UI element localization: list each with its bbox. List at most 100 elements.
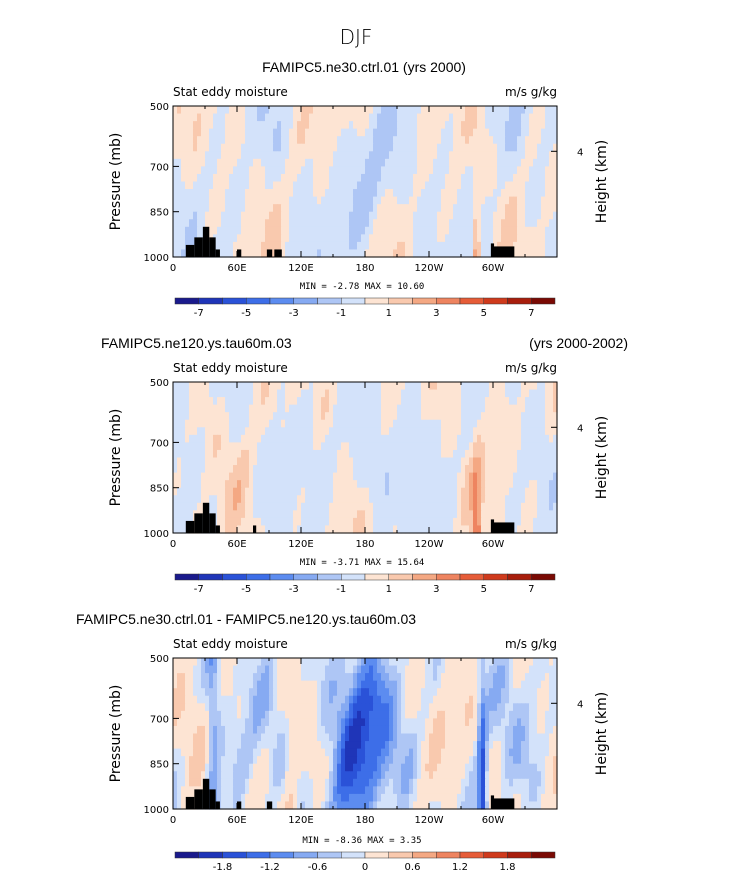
heatmap-cell — [549, 703, 554, 712]
heatmap-cell — [477, 457, 482, 466]
heatmap-cell — [465, 382, 470, 391]
heatmap-cell — [445, 457, 450, 466]
heatmap-cell — [477, 525, 482, 534]
heatmap-cell — [277, 128, 282, 137]
heatmap-cell — [429, 517, 434, 527]
heatmap-cell — [441, 389, 446, 398]
heatmap-cell — [325, 166, 330, 175]
heatmap-cell — [485, 389, 490, 398]
heatmap-cell — [241, 382, 246, 391]
heatmap-cell — [425, 166, 430, 175]
heatmap-cell — [485, 404, 490, 413]
heatmap-cell — [465, 404, 470, 413]
heatmap-cell — [445, 151, 450, 160]
heatmap-cell — [189, 449, 194, 459]
heatmap-cell — [453, 234, 458, 243]
heatmap-cell — [405, 442, 410, 451]
heatmap-cell — [237, 718, 242, 727]
heatmap-cell — [481, 382, 486, 391]
heatmap-cell — [513, 234, 518, 243]
heatmap-cell — [213, 113, 218, 122]
heatmap-cell — [485, 106, 490, 115]
heatmap-cell — [345, 658, 350, 667]
heatmap-cell — [309, 495, 314, 504]
heatmap-cell — [457, 249, 462, 258]
heatmap-cell — [389, 106, 394, 115]
heatmap-cell — [489, 196, 494, 205]
heatmap-cell — [381, 128, 386, 137]
heatmap-cell — [293, 525, 298, 534]
heatmap-cell — [317, 688, 322, 697]
heatmap-cell — [253, 465, 258, 474]
heatmap-cell — [385, 226, 390, 235]
heatmap-cell — [489, 673, 494, 682]
y-tick-label: 1000 — [144, 253, 169, 264]
heatmap-cell — [373, 434, 378, 443]
heatmap-cell — [357, 703, 362, 712]
heatmap-cell — [433, 487, 438, 496]
heatmap-cell — [437, 517, 442, 527]
heatmap-cell — [505, 204, 510, 213]
heatmap-cell — [253, 158, 258, 167]
heatmap-cell — [317, 517, 322, 527]
heatmap-cell — [429, 658, 434, 667]
heatmap-cell — [461, 419, 466, 428]
heatmap-cell — [397, 136, 402, 145]
heatmap-cell — [485, 151, 490, 160]
heatmap-cell — [345, 382, 350, 391]
heatmap-cell — [293, 106, 298, 115]
heatmap-cell — [529, 665, 534, 674]
heatmap-cell — [229, 158, 234, 167]
heatmap-cell — [237, 113, 242, 122]
heatmap-cell — [305, 487, 310, 496]
heatmap-cell — [433, 113, 438, 122]
heatmap-cell — [397, 517, 402, 527]
heatmap-cell — [341, 404, 346, 413]
heatmap-cell — [381, 658, 386, 667]
heatmap-cell — [221, 412, 226, 421]
heatmap-cell — [397, 211, 402, 220]
heatmap-cell — [489, 412, 494, 421]
heatmap-cell — [401, 158, 406, 167]
heatmap-cell — [329, 151, 334, 160]
heatmap-cell — [189, 688, 194, 697]
heatmap-cell — [209, 472, 214, 481]
heatmap-cell — [441, 665, 446, 674]
heatmap-cell — [441, 525, 446, 534]
heatmap-cell — [273, 121, 278, 130]
heatmap-cell — [317, 389, 322, 398]
heatmap-cell — [545, 412, 550, 421]
heatmap-cell — [497, 166, 502, 175]
heatmap-cell — [473, 502, 478, 511]
heatmap-cell — [485, 710, 490, 719]
heatmap-cell — [241, 680, 246, 689]
heatmap-cell — [545, 487, 550, 496]
heatmap-cell — [365, 658, 370, 667]
heatmap-cell — [481, 106, 486, 115]
heatmap-cell — [461, 442, 466, 451]
heatmap-cell — [497, 136, 502, 145]
heatmap-cell — [401, 397, 406, 406]
heatmap-cell — [509, 234, 514, 243]
heatmap-cell — [433, 166, 438, 175]
heatmap-cell — [545, 725, 550, 735]
heatmap-cell — [229, 128, 234, 137]
heatmap-cell — [465, 412, 470, 421]
heatmap-cell — [341, 680, 346, 689]
heatmap-cell — [449, 510, 454, 519]
heatmap-cell — [381, 442, 386, 451]
heatmap-cell — [389, 121, 394, 130]
heatmap-cell — [521, 525, 526, 534]
heatmap-cell — [545, 449, 550, 459]
heatmap-cell — [321, 397, 326, 406]
heatmap-cell — [429, 189, 434, 198]
heatmap-cell — [553, 487, 558, 496]
heatmap-cell — [229, 234, 234, 243]
heatmap-cell — [381, 525, 386, 534]
heatmap-cell — [397, 389, 402, 398]
heatmap-cell — [449, 234, 454, 243]
heatmap-cell — [489, 434, 494, 443]
heatmap-cell — [229, 427, 234, 436]
heatmap-cell — [241, 449, 246, 459]
heatmap-cell — [477, 465, 482, 474]
